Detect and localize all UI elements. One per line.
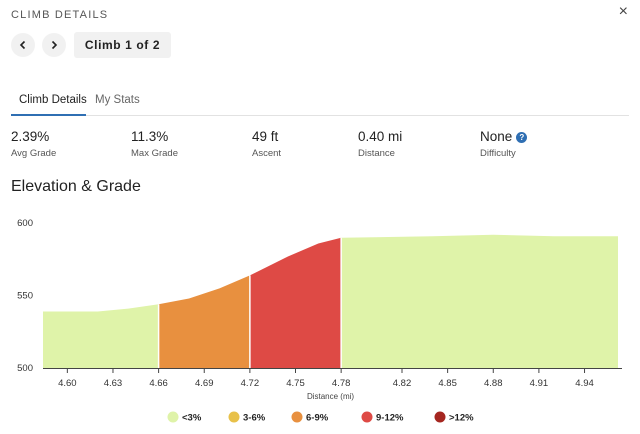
x-tick-label-0: 4.60 bbox=[58, 378, 77, 389]
stat-distance: 0.40 mi Distance bbox=[358, 129, 402, 159]
legend-swatch-3 bbox=[361, 411, 373, 423]
header-title: CLIMB DETAILS bbox=[11, 9, 109, 21]
chevron-right-icon bbox=[51, 40, 58, 50]
legend-label-4: >12% bbox=[449, 413, 474, 424]
chevron-left-icon bbox=[19, 40, 26, 50]
stat-label: Distance bbox=[358, 148, 395, 159]
legend-swatch-1 bbox=[228, 411, 240, 423]
stat-difficulty: None? Difficulty bbox=[480, 129, 528, 159]
prev-climb-button[interactable] bbox=[11, 33, 35, 57]
stat-ascent: 49 ft Ascent bbox=[252, 129, 281, 159]
y-tick-label-0: 600 bbox=[17, 218, 33, 229]
grade-segment-0 bbox=[43, 304, 159, 368]
x-tick-label-2: 4.66 bbox=[149, 378, 168, 389]
section-title: Elevation & Grade bbox=[11, 178, 141, 195]
legend-swatch-4 bbox=[434, 411, 446, 423]
legend-label-1: 3-6% bbox=[243, 413, 266, 424]
tab-bar: Climb Details My Stats bbox=[11, 92, 629, 116]
stat-value: 0.40 mi bbox=[358, 129, 403, 144]
x-tick-label-1: 4.63 bbox=[104, 378, 123, 389]
help-icon[interactable]: ? bbox=[516, 132, 528, 143]
active-tab-indicator bbox=[11, 114, 86, 116]
legend-swatch-0 bbox=[167, 411, 179, 423]
stat-value: 11.3% bbox=[131, 129, 169, 144]
legend-label-0: <3% bbox=[182, 413, 202, 424]
x-tick-label-3: 4.69 bbox=[195, 378, 214, 389]
stat-max-grade: 11.3% Max Grade bbox=[131, 129, 178, 159]
stat-value: 49 ft bbox=[252, 129, 279, 144]
elevation-grade-chart: 600 550 500 4.60 4.63 4.66 4.69 4.72 4.75 4.78 4.8… bbox=[17, 218, 622, 424]
stat-label: Max Grade bbox=[131, 148, 178, 159]
x-tick-label-10: 4.91 bbox=[530, 378, 549, 389]
tab-my-stats[interactable]: My Stats bbox=[95, 94, 140, 106]
stat-label: Difficulty bbox=[480, 148, 516, 159]
legend-label-2: 6-9% bbox=[306, 413, 329, 424]
grade-segment-3 bbox=[341, 234, 618, 368]
difficulty-value: None bbox=[480, 129, 513, 144]
climb-selector[interactable]: Climb 1 of 2 bbox=[74, 32, 171, 58]
stat-value: 2.39% bbox=[11, 129, 50, 144]
next-climb-button[interactable] bbox=[42, 33, 66, 57]
tab-climb-details[interactable]: Climb Details bbox=[19, 94, 87, 106]
x-tick-label-5: 4.75 bbox=[286, 378, 305, 389]
stat-label: Avg Grade bbox=[11, 148, 57, 159]
y-tick-label-2: 500 bbox=[17, 363, 33, 374]
x-axis-title: Distance (mi) bbox=[307, 392, 354, 401]
x-tick-label-11: 4.94 bbox=[575, 378, 594, 389]
grade-segment-2 bbox=[249, 237, 342, 368]
grade-segment-1 bbox=[158, 275, 250, 368]
y-tick-label-1: 550 bbox=[17, 291, 33, 302]
legend-label-3: 9-12% bbox=[376, 413, 404, 424]
x-tick-label-7: 4.82 bbox=[393, 378, 412, 389]
x-tick-label-9: 4.88 bbox=[484, 378, 503, 389]
close-icon[interactable]: × bbox=[618, 3, 628, 20]
stat-avg-grade: 2.39% Avg Grade bbox=[11, 129, 56, 159]
x-tick-label-6: 4.78 bbox=[332, 378, 351, 389]
x-tick-label-8: 4.85 bbox=[438, 378, 457, 389]
legend-swatch-2 bbox=[291, 411, 303, 423]
x-tick-label-4: 4.72 bbox=[241, 378, 260, 389]
stat-label: Ascent bbox=[252, 148, 282, 159]
stat-value: None? bbox=[480, 129, 528, 144]
